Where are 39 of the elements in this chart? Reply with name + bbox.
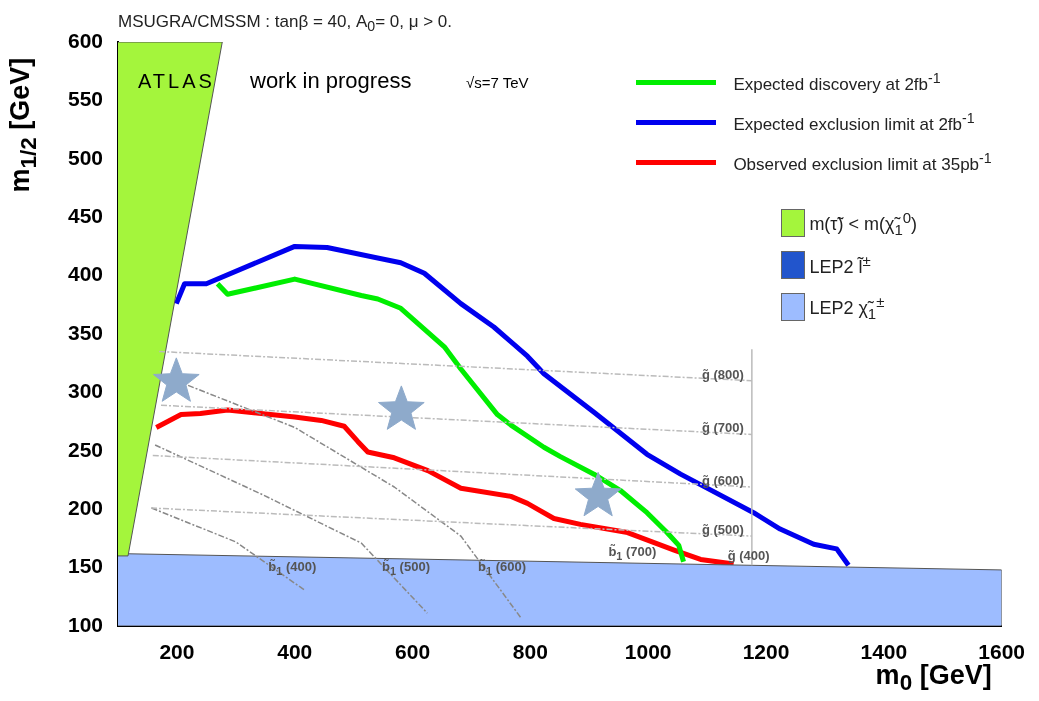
x-tick-label: 600 xyxy=(395,640,431,664)
legend-label: Observed exclusion limit at 35pb$^{-1}$ xyxy=(733,149,992,175)
x-tick-label: 1000 xyxy=(624,640,672,664)
chart-title: MSUGRA/CMSSM : tanβ = 40, A$_{0}$= 0, μ > 0. xyxy=(118,12,453,35)
legend-label: Expected exclusion limit at 2fb$^{-1}$ xyxy=(733,109,975,135)
y-tick-label: 550 xyxy=(67,87,103,111)
annotation: b̃$_{1}$ (700) xyxy=(608,544,657,562)
annotation: √s=7 TeV xyxy=(466,74,529,91)
annotation: g̃ (800) xyxy=(701,366,744,382)
annotation: g̃ (500) xyxy=(701,521,744,537)
annotation: g̃ (400) xyxy=(727,548,770,563)
annotation: work in progress xyxy=(250,68,412,94)
point xyxy=(153,357,200,402)
y-tick-label: 100 xyxy=(67,612,103,636)
annotation: g̃ (700) xyxy=(701,420,744,436)
y-tick-label: 450 xyxy=(67,204,103,227)
y-tick-label: 350 xyxy=(67,320,103,344)
annotation: ATLAS xyxy=(138,70,215,93)
y-tick-label: 300 xyxy=(67,379,103,403)
y-tick-label: 200 xyxy=(67,496,103,519)
annotation: b̃$_{1}$ (600) xyxy=(478,558,526,577)
y-tick-label: 600 xyxy=(67,28,103,52)
y-tick-label: 150 xyxy=(67,554,103,578)
x-tick-label: 1200 xyxy=(742,640,790,664)
y-tick-label: 250 xyxy=(67,437,103,461)
y-tick-label: 500 xyxy=(67,145,103,169)
annotation: b̃$_{1}$ (500) xyxy=(382,558,430,577)
line-series xyxy=(154,444,429,614)
x-tick-label: 800 xyxy=(512,640,548,664)
y-tick-label: 400 xyxy=(67,262,103,286)
point xyxy=(378,385,425,430)
legend-label: Expected discovery at 2fb$^{-1}$ xyxy=(733,69,941,95)
annotation: g̃ (600) xyxy=(701,472,744,488)
x-tick-label: 200 xyxy=(159,640,195,664)
legend-label: LEP2 l̃$^{±}$ xyxy=(809,252,871,278)
x-tick-label: 400 xyxy=(277,640,313,664)
annotation: b̃$_{1}$ (400) xyxy=(268,558,317,577)
legend-label: m(τ̃) < m(χ̃$_{1}$$^{0}$) xyxy=(809,208,918,238)
point xyxy=(574,471,622,517)
